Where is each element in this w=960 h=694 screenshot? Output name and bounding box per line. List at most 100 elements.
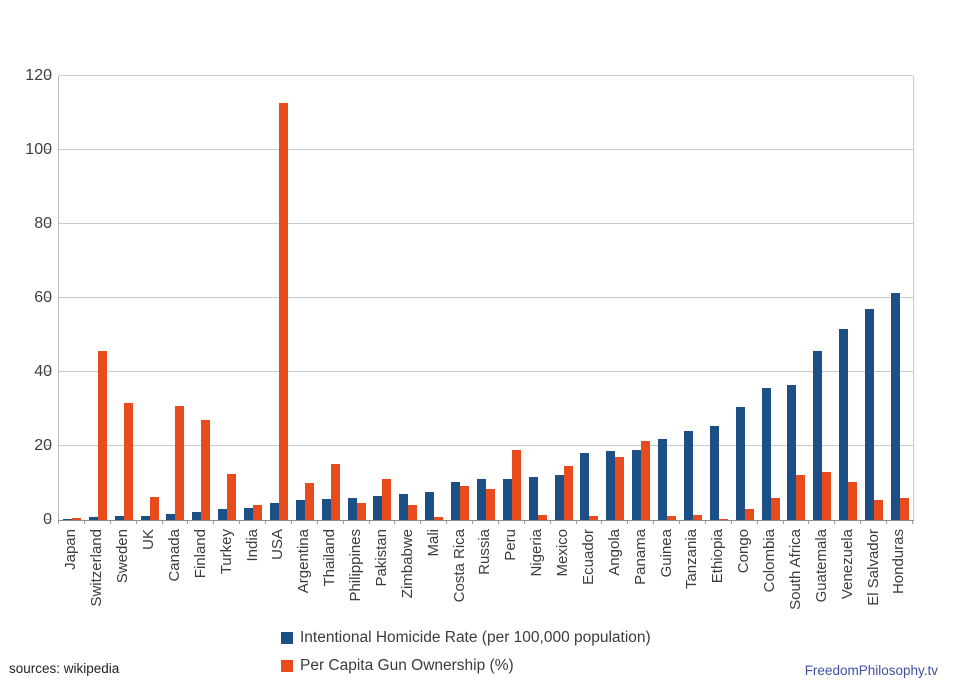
gun-bar-guinea (667, 516, 677, 520)
bar-group-india (240, 76, 266, 520)
homicide-bar-philippines (347, 497, 357, 520)
x-tick-0 (58, 520, 59, 524)
x-label-nigeria: Nigeria (528, 529, 546, 577)
gridline-120 (59, 75, 913, 76)
y-tick-label-40: 40 (34, 363, 52, 380)
gun-bar-honduras (899, 498, 909, 520)
x-label-mali: Mali (424, 529, 442, 557)
x-label-cell-sweden: Sweden (110, 529, 136, 625)
x-axis-ticks (58, 520, 913, 525)
x-label-sweden: Sweden (114, 529, 132, 584)
gridline-20 (59, 445, 913, 446)
bar-group-philippines (344, 76, 370, 520)
gridline-40 (59, 371, 913, 372)
bar-group-sweden (111, 76, 137, 520)
homicide-bar-panama (632, 450, 642, 520)
homicide-bar-uk (140, 515, 150, 520)
y-tick-label-120: 120 (25, 67, 52, 84)
x-label-ethiopia: Ethiopia (709, 529, 727, 584)
homicide-bar-ecuador (580, 453, 590, 520)
homicide-bar-sweden (114, 516, 124, 520)
x-tick-16 (472, 520, 474, 524)
gun-bar-colombia (770, 498, 780, 520)
x-label-cell-usa: USA (265, 529, 291, 625)
homicide-bar-mali (425, 492, 435, 520)
homicide-bar-pakistan (373, 495, 383, 520)
x-label-japan: Japan (62, 529, 80, 570)
bar-group-ethiopia (706, 76, 732, 520)
x-label-cell-panama: Panama (627, 529, 653, 625)
gun-bar-uk (149, 497, 159, 520)
x-tick-23 (653, 520, 655, 524)
x-tick-17 (497, 520, 499, 524)
gun-bar-tanzania (692, 514, 702, 520)
x-tick-29 (808, 520, 810, 524)
brand-watermark: FreedomPhilosophy.tv (804, 663, 938, 678)
homicide-series-label: Intentional Homicide Rate (per 100,000 p… (300, 629, 651, 646)
gun-bar-sweden (123, 403, 133, 520)
x-label-colombia: Colombia (761, 529, 779, 593)
x-label-finland: Finland (191, 529, 209, 579)
bar-group-russia (473, 76, 499, 520)
gun-bar-mexico (563, 465, 573, 520)
bar-group-mali (421, 76, 447, 520)
y-tick-mark-0 (46, 519, 50, 520)
homicide-bar-thailand (321, 499, 331, 520)
bar-group-angola (602, 76, 628, 520)
gun-bar-congo (744, 508, 754, 520)
gun-bar-south-africa (796, 474, 806, 520)
gun-bar-ethiopia (718, 518, 728, 520)
x-tick-11 (342, 520, 344, 524)
bars-container (59, 76, 913, 520)
bar-group-mexico (551, 76, 577, 520)
x-label-cell-nigeria: Nigeria (524, 529, 550, 625)
x-tick-14 (420, 520, 422, 524)
x-tick-15 (446, 520, 448, 524)
homicide-bar-south-africa (787, 384, 797, 520)
gun-series-swatch (281, 660, 293, 672)
y-tick-mark-40 (46, 371, 50, 372)
homicide-bar-venezuela (839, 329, 849, 520)
gun-bar-india (253, 505, 263, 520)
y-tick-mark-80 (46, 223, 50, 224)
bar-group-guatemala (809, 76, 835, 520)
x-tick-21 (601, 520, 603, 524)
x-label-cell-ethiopia: Ethiopia (705, 529, 731, 625)
x-label-el-salvador: El Salvador (864, 529, 882, 606)
x-label-cell-el-salvador: El Salvador (860, 529, 886, 625)
x-label-philippines: Philippines (347, 529, 365, 602)
legend-row-guns: Per Capita Gun Ownership (%) (281, 652, 651, 680)
homicide-bar-switzerland (88, 517, 98, 520)
gun-bar-zimbabwe (408, 504, 418, 520)
x-tick-13 (394, 520, 396, 524)
x-label-cell-mali: Mali (420, 529, 446, 625)
x-label-turkey: Turkey (217, 529, 235, 575)
x-tick-4 (161, 520, 163, 524)
x-label-cell-canada: Canada (162, 529, 188, 625)
x-label-cell-japan: Japan (58, 529, 84, 625)
gun-bar-nigeria (537, 515, 547, 520)
x-label-congo: Congo (735, 529, 753, 574)
x-label-cell-angola: Angola (601, 529, 627, 625)
bar-group-pakistan (370, 76, 396, 520)
gun-bar-el-salvador (874, 499, 884, 520)
x-label-guinea: Guinea (657, 529, 675, 578)
bar-group-tanzania (680, 76, 706, 520)
bar-group-guinea (654, 76, 680, 520)
x-label-cell-finland: Finland (187, 529, 213, 625)
x-label-cell-thailand: Thailand (317, 529, 343, 625)
y-tick-mark-20 (46, 445, 50, 446)
gun-bar-peru (511, 450, 521, 520)
x-tick-19 (549, 520, 551, 524)
bar-group-honduras (887, 76, 913, 520)
bar-group-peru (499, 76, 525, 520)
x-label-pakistan: Pakistan (372, 529, 390, 587)
x-label-cell-guatemala: Guatemala (808, 529, 834, 625)
bar-group-congo (732, 76, 758, 520)
homicide-bar-turkey (218, 509, 228, 520)
x-tick-5 (187, 520, 189, 524)
x-label-honduras: Honduras (890, 529, 908, 595)
bar-group-south-africa (784, 76, 810, 520)
gun-bar-angola (615, 456, 625, 520)
x-label-cell-switzerland: Switzerland (84, 529, 110, 625)
